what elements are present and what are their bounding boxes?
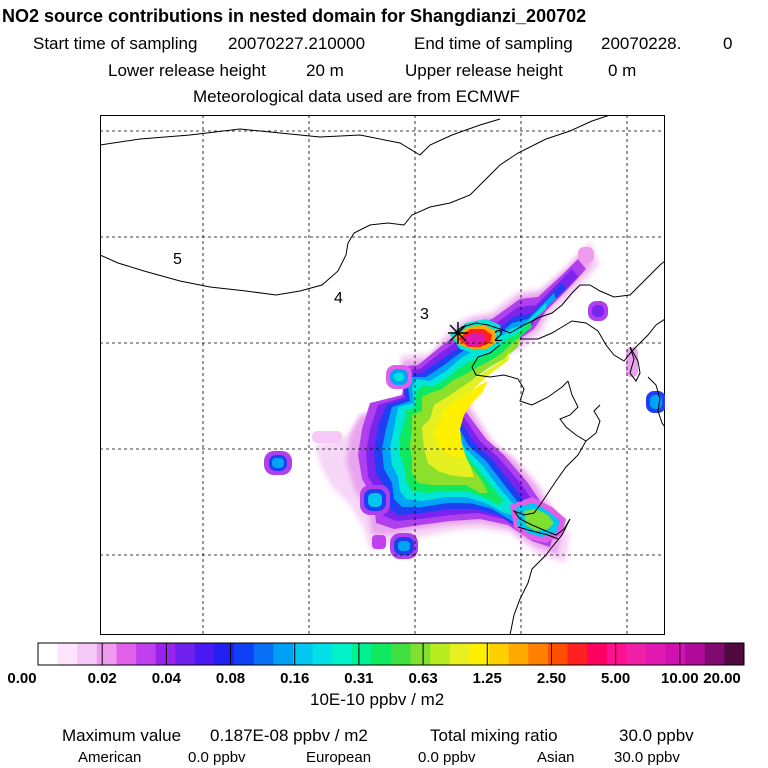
colorbar-segment [567, 643, 588, 665]
end-time-value: 20070228. [601, 34, 682, 53]
colorbar-segment [645, 643, 667, 665]
colorbar-segment [292, 643, 314, 665]
colorbar-segment [155, 643, 176, 665]
colorbar-tick-label: 1.25 [472, 670, 502, 687]
end-time-label: End time of sampling [414, 34, 573, 53]
region-label-3: 3 [420, 306, 429, 323]
upper-release-value: 0 m [608, 61, 637, 80]
colorbar-segment [606, 643, 627, 665]
colorbar-segment [253, 643, 274, 665]
colorbar-segment [351, 643, 372, 665]
colorbar-tick-label: 20.00 [703, 670, 741, 687]
colorbar-segment [273, 643, 294, 665]
max-value-label: Maximum value [62, 726, 182, 745]
upper-release-label: Upper release height [405, 61, 563, 80]
colorbar-segment [685, 643, 706, 665]
colorbar-tick-label: 5.00 [601, 670, 631, 687]
colorbar-segment [57, 643, 78, 665]
colorbar-tick-label: 0.16 [280, 670, 310, 687]
end-time-tail: 0 [723, 34, 733, 53]
colorbar-segment [194, 643, 215, 665]
colorbar-segment [136, 643, 157, 665]
colorbar-tick-label: 0.63 [408, 670, 438, 687]
colorbar-tick-label: 0.08 [215, 670, 246, 687]
colorbar [37, 642, 745, 666]
colorbar-segment [234, 643, 255, 665]
colorbar-tick-label: 10.00 [661, 670, 699, 687]
colorbar-tick-label: 0.31 [344, 670, 374, 687]
colorbar-segment [724, 643, 745, 665]
colorbar-segment [704, 643, 725, 665]
colorbar-segment [449, 643, 470, 665]
european-label: European [306, 749, 372, 766]
region-label-5: 5 [173, 251, 182, 268]
meteorological-note: Meteorological data used are from ECMWF [193, 87, 520, 106]
colorbar-segment [332, 643, 353, 665]
colorbar-segment [410, 643, 431, 665]
lower-release-label: Lower release height [108, 61, 266, 80]
station-star-marker [448, 322, 468, 344]
start-time-label: Start time of sampling [33, 34, 198, 53]
colorbar-segment [214, 643, 235, 665]
lower-release-value: 20 m [306, 61, 344, 80]
colorbar-segment [312, 643, 333, 665]
colorbar-tick-label: 2.50 [536, 670, 567, 687]
colorbar-segment [489, 643, 510, 665]
colorbar-segment [626, 643, 647, 665]
colorbar-segment [77, 643, 98, 665]
colorbar-segment [587, 643, 608, 665]
coastlines [100, 115, 665, 635]
colorbar-frame [37, 642, 745, 666]
colorbar-segment [430, 643, 451, 665]
colorbar-segment [116, 643, 137, 665]
american-label: American [78, 749, 142, 766]
colorbar-segment [391, 643, 412, 665]
colorbar-tick-label: 0.00 [7, 670, 37, 687]
colorbar-segment [38, 643, 59, 665]
colorbar-tick-label: 0.04 [151, 670, 181, 687]
total-mixing-label: Total mixing ratio [430, 726, 558, 745]
page-title: NO2 source contributions in nested domai… [2, 6, 587, 26]
map-panel: 5 4 3 2 [100, 115, 665, 635]
colorbar-segment [528, 643, 549, 665]
colorbar-tick-label: 0.02 [87, 670, 117, 687]
colorbar-segment [665, 643, 686, 665]
colorbar-segment [371, 643, 392, 665]
asian-value: 30.0 ppbv [614, 749, 680, 766]
american-value: 0.0 ppbv [188, 749, 246, 766]
max-value: 0.187E-08 ppbv / m2 [210, 726, 368, 745]
colorbar-segment [175, 643, 196, 665]
asian-label: Asian [537, 749, 575, 766]
european-value: 0.0 ppbv [418, 749, 476, 766]
colorbar-segment [508, 643, 529, 665]
total-mixing-value: 30.0 ppbv [619, 726, 694, 745]
colorbar-segment [547, 643, 568, 665]
map-frame [100, 115, 665, 635]
colorbar-segment [469, 643, 490, 665]
colorbar-unit-label: 10E-10 ppbv / m2 [310, 690, 445, 709]
region-label-2: 2 [494, 328, 503, 345]
colorbar-segment [96, 643, 117, 665]
start-time-value: 20070227.210000 [228, 34, 366, 53]
region-label-4: 4 [334, 290, 343, 307]
lat-lon-grid [100, 115, 665, 635]
